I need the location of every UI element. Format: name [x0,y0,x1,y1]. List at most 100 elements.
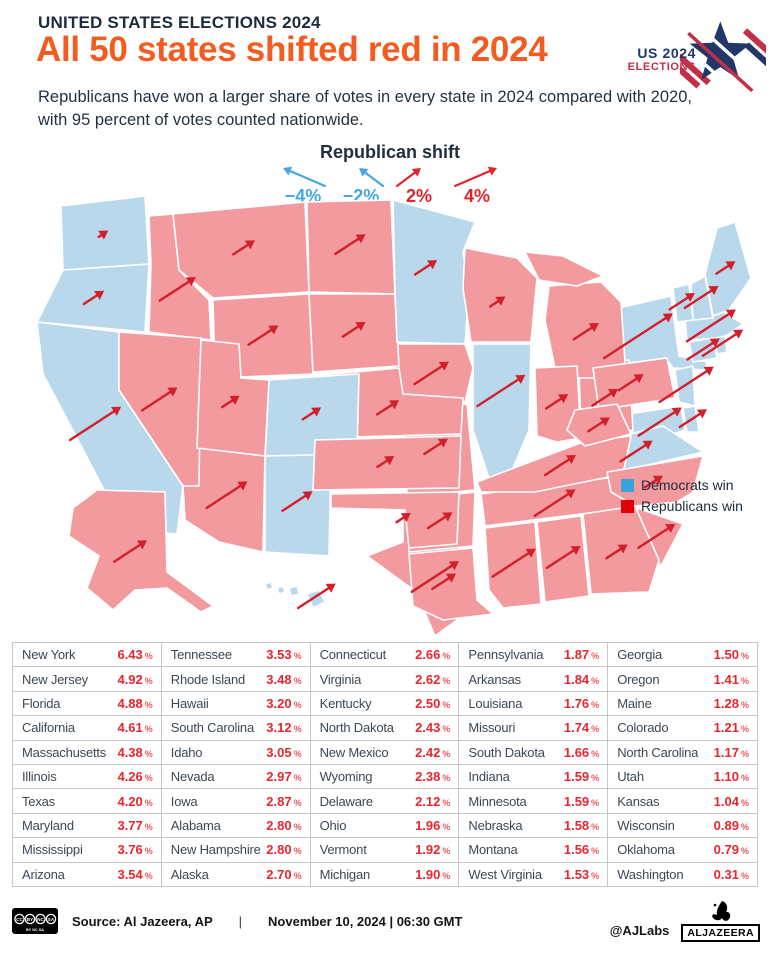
table-cell-HI: Hawaii 3.20% [161,690,311,716]
percent-sign: % [144,748,153,759]
state-name: Ohio [319,817,347,833]
percent-sign: % [144,821,153,832]
state-shift-value: 4.26% [117,769,153,785]
state-name: Maine [617,695,652,711]
state-MI [544,281,626,379]
table-cell-LA: Louisiana 1.76% [459,690,609,716]
percent-sign: % [293,797,302,808]
shift-arrow-AR [426,512,453,530]
aljazeera-wordmark: ALJAZEERA [681,924,760,942]
table-cell-NY: New York 6.43% [13,643,162,667]
percent-sign: % [144,651,153,662]
shift-arrow-VT [668,292,695,311]
percent-sign: % [293,675,302,686]
state-shift-value: 2.12% [415,793,451,809]
shift-arrow-WI [488,296,506,308]
shift-arrow-OR [82,290,105,306]
percent-sign: % [442,846,451,857]
percent-sign: % [442,724,451,735]
logo-line1: US 2024 [637,45,696,61]
state-name: Florida [22,695,61,711]
shift-arrow-HI [296,583,336,610]
creative-commons-icon: CC BY NC SA BY NC SA [12,908,58,934]
percent-sign: % [293,773,302,784]
state-shift-value: 4.92% [117,671,153,687]
table-cell-DE: Delaware 2.12% [310,788,460,813]
shift-arrow-SD [341,321,366,338]
table-cell-MD: Maryland 3.77% [13,812,162,838]
table-cell-TN: Tennessee 3.53% [162,643,311,667]
state-shift-value: 1.04% [713,793,749,809]
state-shift-value: 2.50% [415,695,451,711]
shift-arrow-WA [97,230,109,240]
percent-sign: % [740,846,749,857]
logo-line2: ELECTIONS [627,61,696,73]
state-name: South Dakota [468,744,545,760]
shift-arrow-KS [376,456,395,469]
table-cell-WA: Washington 0.31% [608,861,757,886]
shift-arrow-AL [545,545,581,570]
state-name: Connecticut [319,647,387,663]
svg-text:NC: NC [37,917,44,922]
state-shift-value: 1.21% [713,720,749,736]
shift-arrow-CO [301,407,322,421]
shift-arrow-PA [617,374,644,392]
shift-arrow-TX [410,561,459,594]
table-cell-OR: Oregon 1.41% [608,666,757,690]
table-cell-SD: South Dakota 1.66% [459,739,609,764]
percent-sign: % [740,699,749,710]
percent-sign: % [591,675,600,686]
state-shift-value: 1.10% [713,769,749,785]
state-name: Idaho [170,744,203,760]
table-cell-WI: Wisconsin 0.89% [608,812,757,837]
percent-sign: % [293,699,302,710]
state-name: Kansas [617,793,660,809]
shift-scale-item-−4%: −4% [277,164,329,207]
percent-sign: % [740,675,749,686]
footer-divider: | [238,913,243,929]
state-shift-value: 2.62% [415,671,451,687]
state-name: Oklahoma [617,842,675,858]
legend-swatch [621,499,634,513]
state-name: Indiana [468,769,510,785]
aljazeera-calligraphy-icon [711,901,730,921]
percent-sign: % [442,651,451,662]
state-HI [288,585,300,597]
state-name: Nebraska [468,817,523,833]
state-HI [276,585,286,595]
state-shift-value: 1.84% [563,671,600,687]
state-name: Colorado [617,720,669,736]
svg-text:SA: SA [48,917,55,922]
state-shift-value: 2.87% [266,793,302,809]
state-shift-value: 0.79% [713,842,749,858]
state-shift-value: 6.43% [117,647,153,663]
table-cell-NC: North Carolina 1.17% [608,739,757,764]
table-cell-NV: Nevada 2.97% [161,763,311,789]
state-name: Oregon [617,671,660,687]
percent-sign: % [144,797,153,808]
state-shift-value: 1.76% [563,695,600,711]
table-cell-NJ: New Jersey 4.92% [13,666,162,691]
shift-arrow-NV [140,387,178,412]
state-name: California [22,720,75,736]
table-cell-AR: Arkansas 1.84% [459,666,609,691]
percent-sign: % [144,846,153,857]
percent-sign: % [591,748,600,759]
state-shift-value: 1.50% [713,647,749,663]
shift-scale-label: −4% [284,186,322,206]
table-cell-AL: Alabama 2.80% [161,812,311,838]
percent-sign: % [442,821,451,832]
table-cell-UT: Utah 1.10% [608,763,757,788]
state-NV [118,331,202,487]
subtitle: Republicans have won a larger share of v… [38,88,692,130]
state-shift-value: 4.61% [117,720,153,736]
state-name: Iowa [170,793,198,809]
state-shift-value: 3.54% [117,866,153,882]
shift-arrow-CA [68,406,122,442]
table-cell-IA: Iowa 2.87% [161,788,311,813]
state-shift-value: 3.48% [266,671,302,687]
state-ME [704,221,752,317]
state-name: New Jersey [22,671,88,687]
state-shift-value: 1.58% [563,817,600,833]
state-shapes [36,195,752,635]
